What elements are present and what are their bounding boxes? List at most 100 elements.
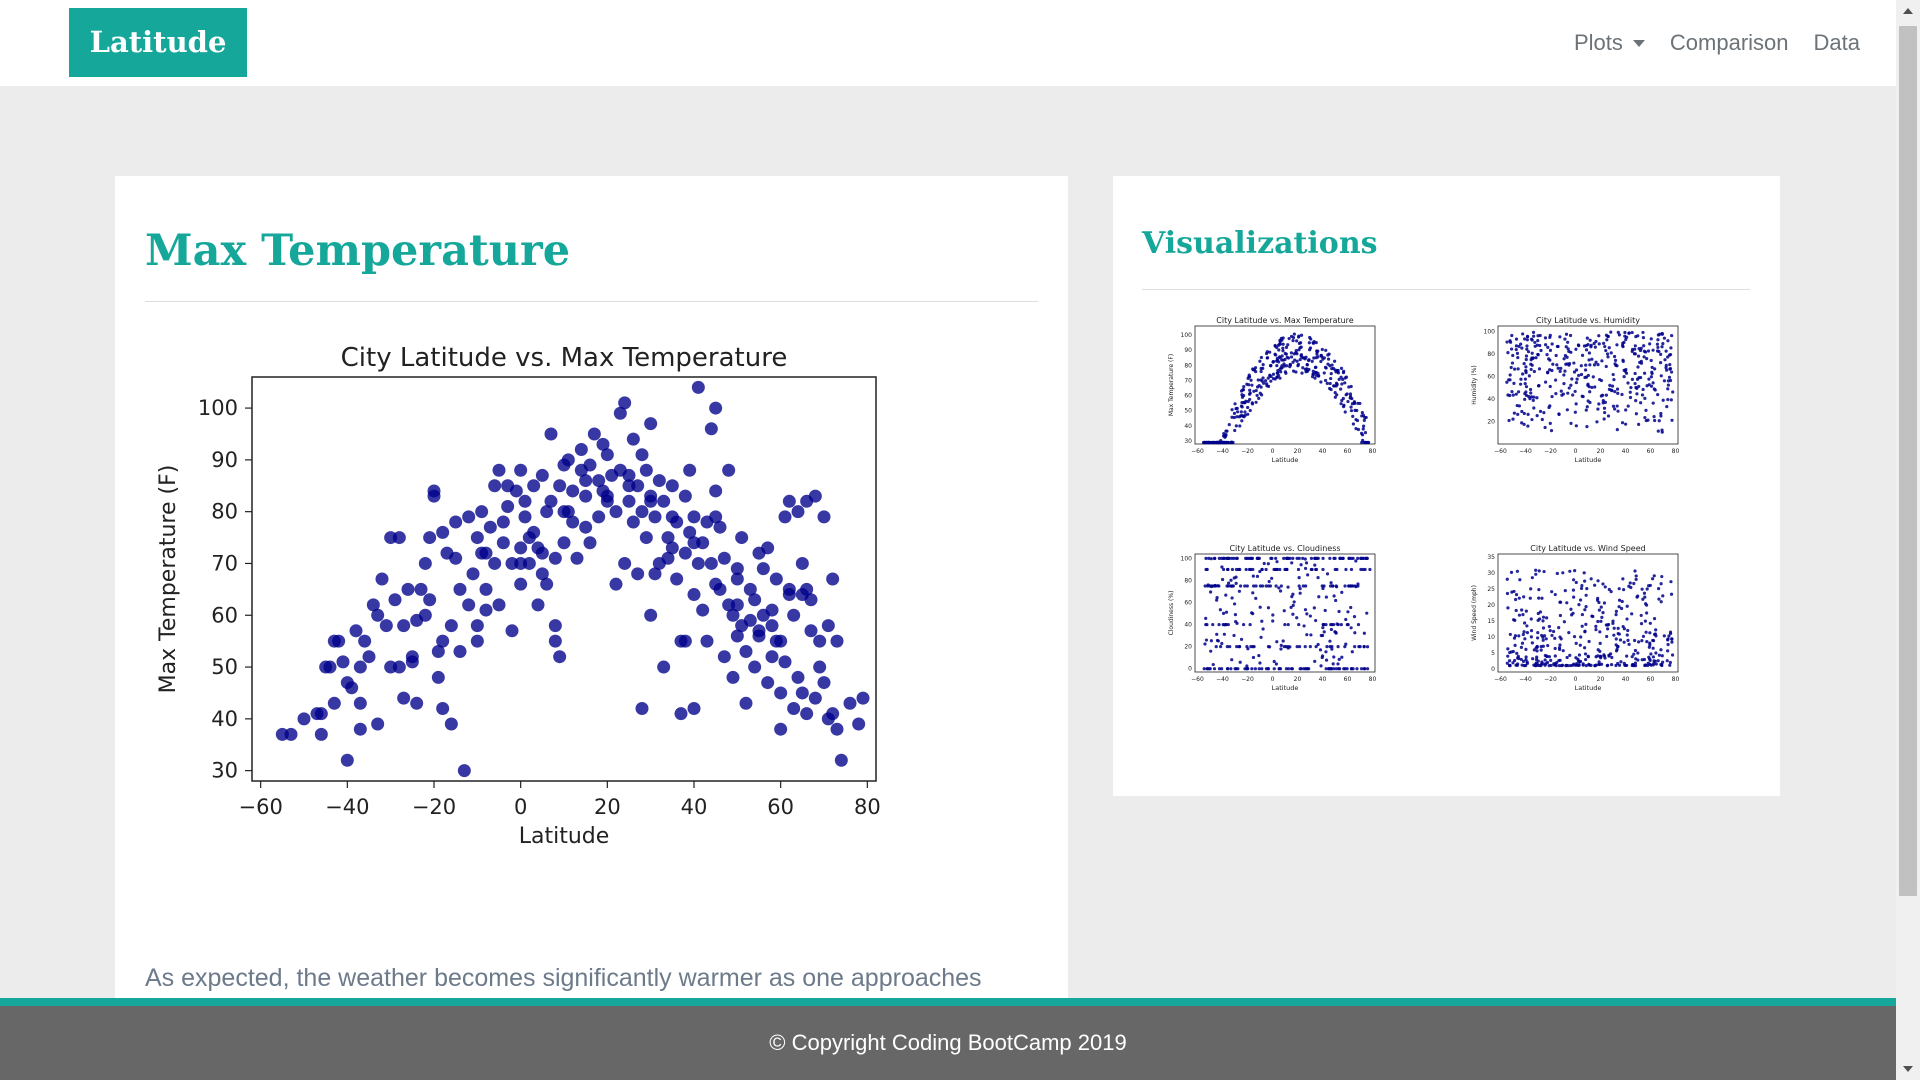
data-point	[774, 686, 788, 700]
thumbnail-point	[1307, 358, 1311, 362]
data-point	[436, 525, 450, 539]
thumbnail-point	[1311, 341, 1315, 345]
thumbnail-point	[1291, 360, 1295, 364]
nav-plots-dropdown[interactable]: Plots	[1574, 30, 1645, 56]
nav-comparison-link[interactable]: Comparison	[1669, 30, 1789, 55]
thumbnail-point	[1529, 629, 1534, 633]
y-tick-label: 40	[211, 707, 238, 731]
thumbnail-wind-speed[interactable]: City Latitude vs. Wind Speed −60 −40 −20 0 20…	[1466, 542, 1716, 720]
thumbnail-point	[1506, 351, 1510, 355]
thumbnail-point	[1668, 660, 1672, 665]
thumbnail-point	[1326, 362, 1330, 366]
x-tick-label: −60	[239, 795, 283, 819]
thumbnail-point	[1550, 394, 1554, 399]
thumbnail-point	[1304, 355, 1308, 359]
thumbnail-y-tick-label: 0	[1188, 666, 1192, 673]
thumbnail-title: City Latitude vs. Wind Speed	[1530, 544, 1645, 553]
data-point	[332, 634, 346, 648]
thumbnail-point	[1209, 557, 1213, 561]
thumbnail-point	[1531, 356, 1535, 360]
data-point	[423, 531, 437, 545]
thumbnail-point	[1332, 667, 1336, 671]
thumbnail-point	[1541, 626, 1546, 630]
data-point	[687, 701, 701, 715]
thumbnail-max-temperature[interactable]: City Latitude vs. Max Temperature −60 −40 −…	[1163, 314, 1413, 492]
data-point	[531, 598, 545, 612]
scrollbar[interactable]	[1896, 0, 1920, 1080]
thumbnail-point	[1535, 396, 1539, 400]
data-point	[843, 696, 857, 710]
thumbnail-point	[1274, 662, 1278, 666]
thumbnail-point	[1614, 613, 1618, 617]
data-point	[761, 676, 775, 690]
thumbnail-point	[1594, 360, 1598, 364]
thumbnail-point	[1571, 611, 1575, 615]
thumbnail-point	[1288, 364, 1292, 369]
thumbnail-point	[1351, 667, 1355, 671]
thumbnail-point	[1661, 594, 1665, 598]
data-point	[544, 427, 558, 441]
thumbnail-point	[1329, 371, 1333, 376]
thumbnail-point	[1362, 631, 1366, 635]
thumbnail-point	[1224, 556, 1228, 561]
thumbnail-point	[1625, 654, 1629, 658]
thumbnail-point	[1601, 401, 1605, 405]
data-point	[713, 520, 727, 534]
scroll-down-arrow-icon[interactable]	[1903, 1066, 1913, 1072]
data-point	[548, 619, 562, 633]
thumbnail-point	[1337, 657, 1341, 661]
scroll-up-arrow-icon[interactable]	[1903, 8, 1913, 14]
x-tick-label: −20	[412, 795, 456, 819]
thumbnail-point	[1657, 597, 1661, 601]
thumbnail-point	[1517, 344, 1521, 348]
thumbnail-point	[1292, 352, 1296, 356]
brand-logo[interactable]: Latitude	[69, 8, 247, 77]
thumbnail-point	[1539, 348, 1543, 353]
thumbnail-point	[1301, 366, 1305, 370]
thumbnail-point	[1344, 642, 1348, 646]
data-point	[544, 494, 558, 508]
thumbnail-point	[1362, 645, 1366, 649]
thumbnail-point	[1535, 663, 1539, 668]
thumbnail-point	[1601, 611, 1605, 615]
data-point	[353, 722, 367, 736]
thumbnail-point	[1541, 638, 1545, 642]
thumbnail-point	[1659, 600, 1663, 604]
data-point	[410, 696, 424, 710]
thumbnail-point	[1649, 358, 1653, 363]
thumbnail-point	[1321, 567, 1325, 572]
thumbnail-point	[1312, 606, 1316, 610]
thumbnail-point	[1536, 611, 1540, 616]
thumbnail-y-label: Wind Speed (mph)	[1471, 585, 1478, 641]
thumbnail-point	[1520, 663, 1524, 667]
thumbnail-point	[1513, 643, 1517, 647]
data-point	[557, 536, 571, 550]
thumbnail-point	[1657, 587, 1661, 591]
nav-data-link[interactable]: Data	[1813, 30, 1860, 55]
data-point	[795, 686, 809, 700]
thumbnail-point	[1660, 574, 1664, 579]
data-point	[449, 551, 463, 565]
thumbnail-point	[1506, 654, 1510, 658]
plot-caption: As expected, the weather becomes signifi…	[145, 964, 982, 992]
thumbnail-cloudiness[interactable]: City Latitude vs. Cloudiness −60 −40 −20 0 20…	[1163, 542, 1413, 720]
thumbnail-point	[1341, 377, 1345, 382]
data-point	[284, 727, 298, 741]
thumbnail-point	[1520, 641, 1525, 645]
thumbnail-humidity[interactable]: City Latitude vs. Humidity −60 −40 −20 0 20 40…	[1466, 314, 1716, 492]
thumbnail-point	[1508, 650, 1512, 655]
thumbnail-point	[1543, 425, 1547, 430]
scroll-thumb[interactable]	[1899, 26, 1917, 896]
thumbnail-point	[1565, 355, 1569, 359]
thumbnail-point	[1509, 365, 1513, 370]
thumbnail-point	[1600, 359, 1604, 363]
thumbnail-point	[1641, 330, 1645, 335]
thumbnail-point	[1529, 367, 1533, 372]
thumbnail-point	[1298, 591, 1302, 595]
thumbnail-point	[1337, 609, 1341, 614]
thumbnail-point	[1651, 663, 1655, 667]
thumbnail-point	[1633, 638, 1637, 643]
thumbnail-point	[1292, 332, 1296, 336]
thumbnail-point	[1615, 387, 1620, 391]
thumbnail-point	[1205, 567, 1209, 572]
